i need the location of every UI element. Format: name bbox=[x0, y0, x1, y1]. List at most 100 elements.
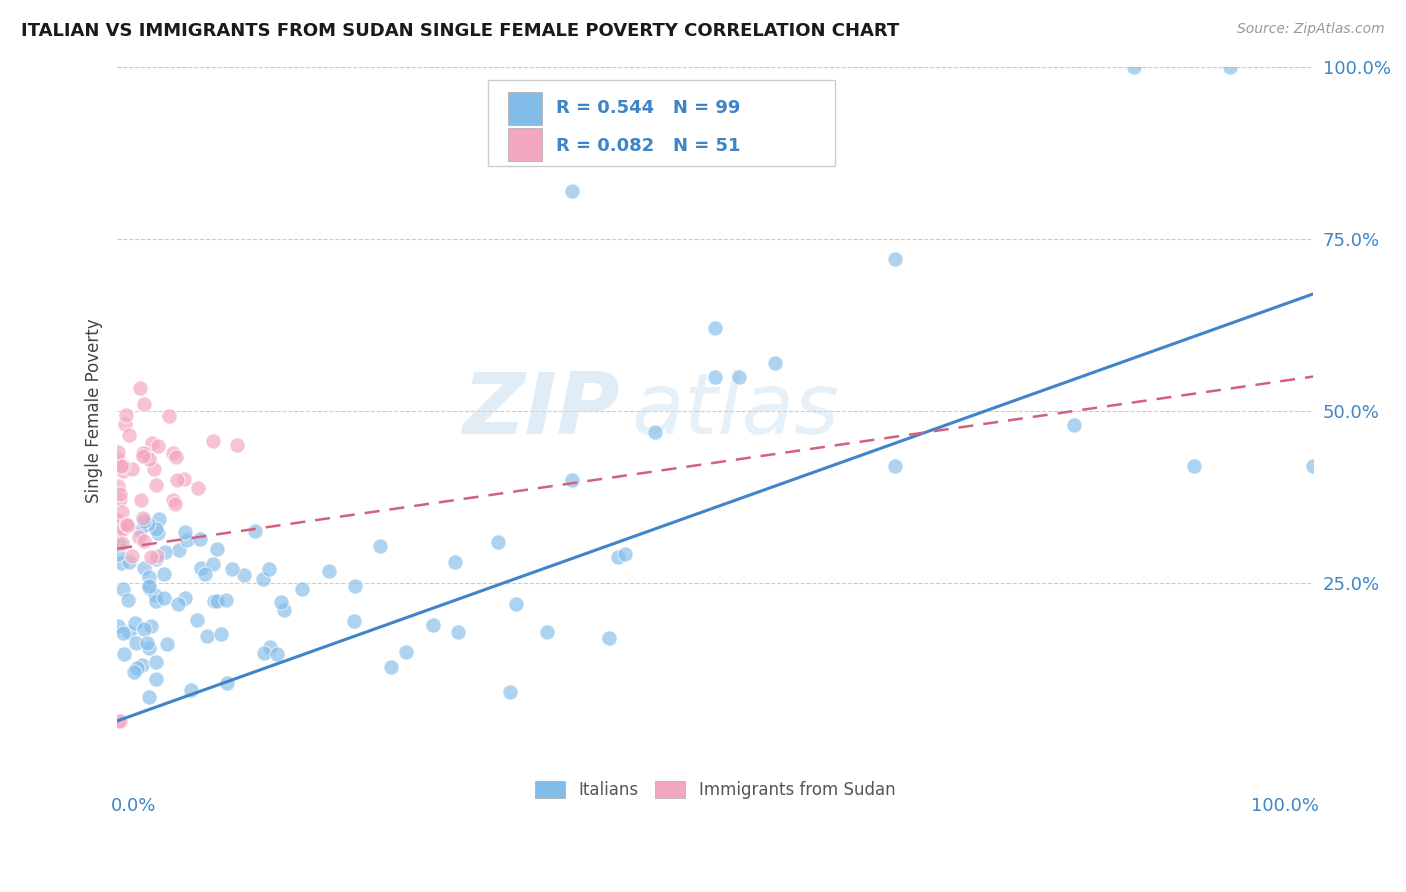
Point bbox=[167, 543, 190, 558]
Point bbox=[644, 425, 666, 439]
Point bbox=[112, 518, 135, 533]
Point bbox=[318, 565, 340, 579]
Point bbox=[117, 592, 139, 607]
Point bbox=[111, 522, 134, 536]
Point bbox=[134, 514, 156, 528]
Point bbox=[561, 473, 583, 487]
Point bbox=[145, 478, 167, 492]
Point bbox=[145, 655, 167, 669]
Point bbox=[145, 522, 167, 536]
Point bbox=[138, 581, 160, 595]
Point bbox=[180, 682, 202, 697]
Point bbox=[138, 690, 160, 704]
Point bbox=[499, 684, 522, 698]
Point bbox=[107, 445, 129, 459]
Point bbox=[195, 629, 218, 643]
Text: 0.0%: 0.0% bbox=[111, 797, 156, 814]
Point bbox=[1302, 459, 1324, 474]
Point bbox=[117, 625, 139, 640]
Point bbox=[194, 567, 217, 582]
Point bbox=[112, 582, 135, 596]
Point bbox=[253, 646, 276, 660]
Point bbox=[883, 252, 905, 267]
Point bbox=[204, 594, 226, 608]
Point bbox=[156, 637, 179, 651]
Point bbox=[167, 597, 190, 611]
Point bbox=[343, 614, 366, 628]
Point bbox=[162, 446, 184, 460]
Point bbox=[157, 409, 180, 424]
Point bbox=[163, 497, 186, 511]
Point bbox=[190, 561, 212, 575]
Point bbox=[380, 660, 402, 674]
FancyBboxPatch shape bbox=[509, 92, 541, 125]
Point bbox=[110, 557, 132, 571]
Point bbox=[129, 381, 152, 395]
Point bbox=[112, 459, 135, 474]
Point bbox=[221, 562, 243, 576]
Point bbox=[155, 545, 177, 559]
Point bbox=[561, 184, 583, 198]
Point bbox=[446, 625, 468, 640]
Point bbox=[259, 562, 281, 576]
Point bbox=[486, 535, 509, 549]
Point bbox=[112, 647, 135, 661]
Point bbox=[422, 618, 444, 632]
Point bbox=[111, 464, 134, 478]
Point bbox=[201, 557, 224, 571]
Text: R = 0.544   N = 99: R = 0.544 N = 99 bbox=[557, 99, 741, 117]
Point bbox=[146, 549, 169, 563]
Point bbox=[141, 435, 163, 450]
Point bbox=[162, 492, 184, 507]
Point bbox=[368, 539, 391, 553]
Point bbox=[134, 622, 156, 636]
Point bbox=[763, 356, 786, 370]
Point bbox=[395, 645, 418, 659]
Point bbox=[188, 532, 211, 546]
Point bbox=[215, 676, 238, 690]
Point bbox=[152, 591, 174, 605]
Point bbox=[132, 396, 155, 410]
Point bbox=[187, 481, 209, 495]
Point bbox=[166, 473, 188, 487]
Point bbox=[114, 517, 136, 532]
Text: 100.0%: 100.0% bbox=[1251, 797, 1319, 814]
Point bbox=[107, 514, 129, 528]
Point bbox=[129, 492, 152, 507]
Point bbox=[233, 568, 256, 582]
Point bbox=[205, 541, 228, 556]
Point bbox=[110, 459, 132, 474]
Point bbox=[107, 452, 129, 467]
Point bbox=[136, 636, 159, 650]
Point bbox=[114, 417, 136, 431]
Point bbox=[118, 555, 141, 569]
Point bbox=[201, 434, 224, 449]
Point bbox=[146, 439, 169, 453]
Point bbox=[138, 570, 160, 584]
Text: Source: ZipAtlas.com: Source: ZipAtlas.com bbox=[1237, 22, 1385, 37]
Point bbox=[117, 518, 139, 533]
Point bbox=[107, 619, 129, 633]
Point bbox=[107, 513, 129, 527]
Point bbox=[243, 524, 266, 539]
Point bbox=[108, 492, 131, 507]
Point bbox=[107, 516, 129, 530]
Point bbox=[173, 472, 195, 486]
Point bbox=[145, 672, 167, 686]
Point bbox=[883, 459, 905, 474]
Point bbox=[127, 661, 149, 675]
Point bbox=[252, 572, 274, 586]
Point bbox=[125, 636, 148, 650]
Point bbox=[606, 549, 628, 564]
Point bbox=[138, 640, 160, 655]
Point bbox=[107, 547, 129, 561]
Point bbox=[107, 479, 129, 493]
Point bbox=[135, 445, 157, 459]
Point bbox=[209, 627, 232, 641]
Point bbox=[598, 632, 620, 646]
Point bbox=[136, 516, 159, 531]
Point bbox=[132, 449, 155, 463]
Point bbox=[1219, 60, 1241, 74]
Point bbox=[117, 517, 139, 532]
Point bbox=[186, 613, 208, 627]
